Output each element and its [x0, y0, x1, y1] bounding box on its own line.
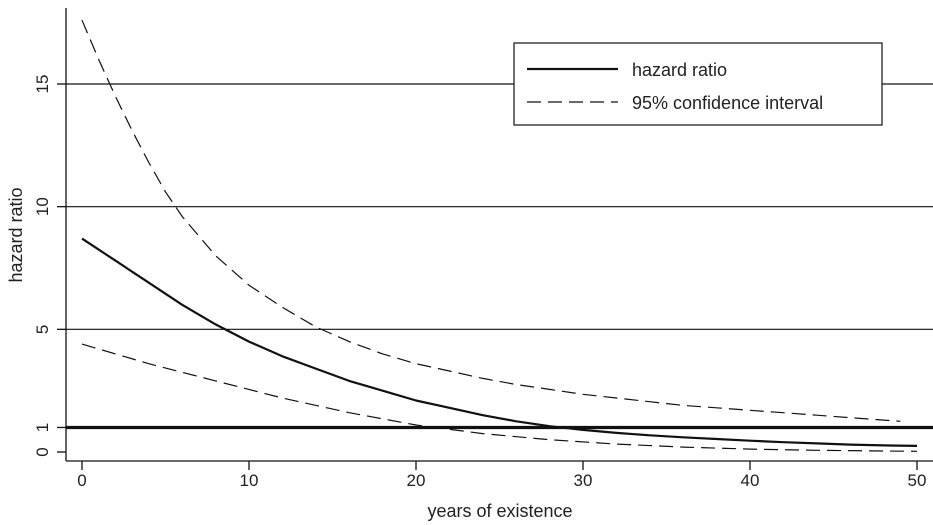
x-tick-label-50: 50 — [908, 471, 927, 490]
legend-label-confidence-interval: 95% confidence interval — [632, 93, 823, 113]
x-tick-label-0: 0 — [77, 471, 86, 490]
axes — [57, 8, 933, 470]
y-tick-label-0: 0 — [33, 447, 52, 456]
legend-box — [513, 42, 883, 126]
confidence-interval-line-2 — [81, 343, 918, 452]
y-tick-label-15: 15 — [33, 75, 52, 94]
y-axis-title: hazard ratio — [6, 187, 26, 282]
y-tick-label-10: 10 — [33, 197, 52, 216]
x-tick-label-10: 10 — [240, 471, 259, 490]
x-axis-title: years of existence — [427, 501, 572, 521]
hazard-ratio-line — [81, 237, 918, 447]
y-tick-label-1: 1 — [33, 423, 52, 432]
confidence-interval-line-1 — [81, 19, 901, 422]
legend-label-hazard-ratio: hazard ratio — [632, 60, 727, 80]
y-tick-label-5: 5 — [33, 325, 52, 334]
x-tick-label-30: 30 — [574, 471, 593, 490]
x-tick-label-40: 40 — [741, 471, 760, 490]
series-layer — [81, 19, 918, 452]
x-tick-label-20: 20 — [407, 471, 426, 490]
legend: hazard ratio 95% confidence interval — [513, 42, 883, 126]
